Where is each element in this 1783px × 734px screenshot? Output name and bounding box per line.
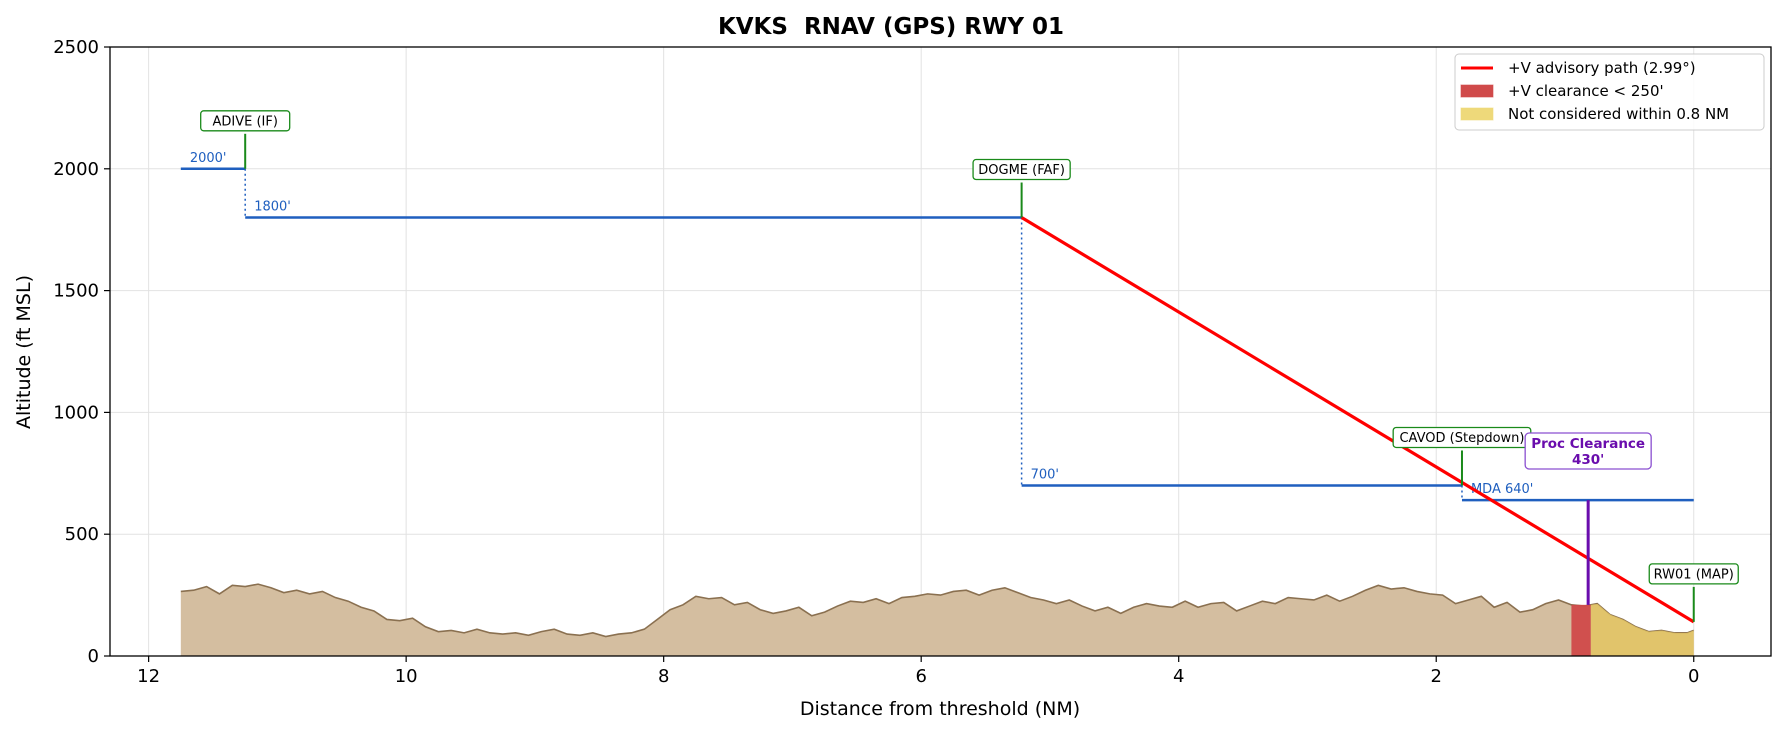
minimum-altitude-label: 2000' [190,151,227,166]
grid-lines [110,46,1771,657]
fix-label-box [1648,563,1739,585]
x-tick-label: 2 [1430,666,1441,687]
minimum-altitude-label: 700' [1031,467,1059,482]
y-axis-label: Altitude (ft MSL) [13,275,35,429]
legend-box [1454,53,1765,131]
x-tick-label: 10 [395,666,418,687]
legend-label: +V clearance < 250' [1508,82,1664,100]
fix-label: ADIVE (IF) [212,114,277,129]
minimum-altitude-segments: 2000' 1800' 700' MDA 640' [180,151,1694,502]
fix-label-box [972,158,1071,181]
axes-frame [109,46,1772,657]
terrain-fill [180,584,1694,656]
fix-markers: ADIVE (IF) DOGME (FAF) CAVOD (Stepdown) RW0… [200,110,1739,622]
x-tick-label: 6 [915,666,926,687]
terrain-profile [180,583,1695,656]
clearance-regions [1571,603,1694,656]
not-considered-region [1590,603,1694,656]
x-tick-label: 0 [1688,666,1699,687]
advisory-path-group [1020,216,1695,624]
y-tick-label: 500 [65,524,99,545]
x-tick-label: 12 [137,666,160,687]
y-tick-label: 0 [88,646,99,667]
fix-label: CAVOD (Stepdown) [1399,431,1524,446]
tick-labels: 12 10 8 6 4 2 0 0 500 1000 1500 2000 2500 [53,37,1699,687]
legend-patch-swatch [1460,84,1494,98]
clearance-warning-region [1571,604,1591,656]
legend: +V advisory path (2.99°) +V clearance < 2… [1454,53,1765,131]
chart-title: KVKS RNAV (GPS) RWY 01 [718,14,1064,40]
y-tick-label: 2500 [53,37,99,58]
proc-clearance-label: Proc Clearance [1531,436,1645,452]
minimum-altitude-label: MDA 640' [1471,482,1533,497]
fix-label-box [200,110,291,132]
x-tick-label: 4 [1173,666,1184,687]
advisory-path-line [1020,216,1695,624]
proc-clearance-box [1524,432,1652,470]
legend-patch-swatch [1460,107,1494,121]
fix-label: DOGME (FAF) [978,163,1065,178]
legend-label: +V advisory path (2.99°) [1508,59,1696,77]
legend-label: Not considered within 0.8 NM [1508,105,1729,123]
x-tick-label: 8 [658,666,669,687]
fix-label: RW01 (MAP) [1654,567,1734,582]
y-tick-label: 1000 [53,402,99,423]
y-tick-label: 1500 [53,281,99,302]
minimum-altitude-label: 1800' [254,200,291,215]
y-tick-label: 2000 [53,159,99,180]
terrain-outline [180,583,1695,638]
plot-frame [109,46,1772,657]
proc-clearance-value: 430' [1572,452,1604,468]
x-axis-label: Distance from threshold (NM) [800,698,1080,720]
